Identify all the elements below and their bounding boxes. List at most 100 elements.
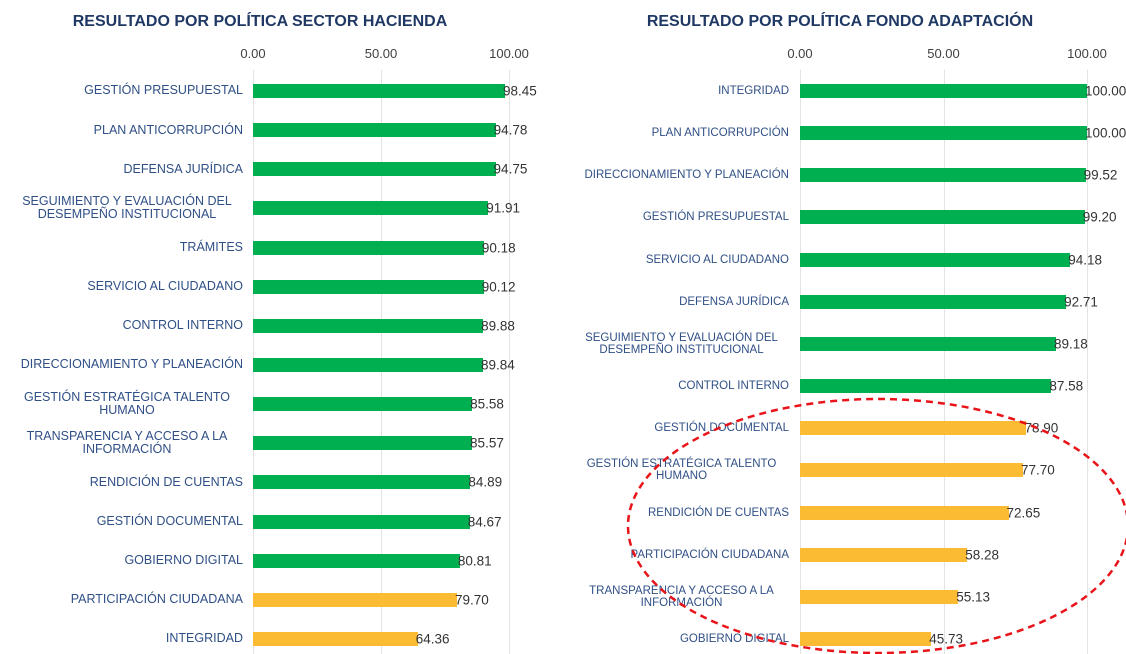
bar [253,162,496,177]
bar [253,279,484,294]
chart-title: RESULTADO POR POLÍTICA FONDO ADAPTACIÓN [646,13,1034,30]
category-label: GESTIÓN DOCUMENTAL [0,408,789,448]
grid-line [509,70,510,654]
bar [800,632,932,646]
category-label: GOBIERNO DIGITAL [0,619,789,654]
category-label: CONTROL INTERNO [0,306,243,346]
category-label: DEFENSA JURÍDICA [0,149,243,189]
x-tick-label: 0.00 [787,46,813,61]
category-label: DEFENSA JURÍDICA [0,282,789,322]
bar [253,84,506,98]
category-text: GESTIÓN ESTRATÉGICA TALENTO HUMANO [23,390,231,418]
category-label: CONTROL INTERNO [0,366,789,406]
category-text: RENDICIÓN DE CUENTAS [648,506,789,519]
value-label: 85.58 [470,396,504,412]
value-label: 92.71 [1064,294,1098,310]
category-label: GESTIÓN ESTRATÉGICA TALENTO HUMANO [0,450,789,490]
value-label: 90.18 [481,240,516,256]
category-label: PARTICIPACIÓN CIUDADANA [0,535,789,575]
category-text: CONTROL INTERNO [678,380,789,393]
category-text: SERVICIO AL CIUDADANO [645,253,789,266]
category-text: TRÁMITES [179,240,243,254]
category-label: PARTICIPACIÓN CIUDADANA [0,580,243,620]
value-label: 64.36 [415,631,450,647]
category-text: DEFENSA JURÍDICA [679,295,789,308]
category-label: RENDICIÓN DE CUENTAS [0,493,789,533]
bar [253,553,460,568]
bar [800,252,1071,267]
category-text: GOBIERNO DIGITAL [679,632,789,645]
bar [800,126,1087,141]
bar [253,201,489,216]
category-label: TRANSPARENCIA Y ACCESO A LA INFORMACIÓN [0,577,789,617]
category-label: PLAN ANTICORRUPCIÓN [0,110,243,150]
value-label: 94.78 [493,122,528,138]
value-label: 99.52 [1083,167,1118,183]
value-label: 94.75 [493,161,528,177]
bar [253,632,418,646]
category-text: DIRECCIONAMIENTO Y PLANEACIÓN [584,169,790,182]
value-label: 84.67 [467,514,502,530]
x-tick-label: 100.00 [1067,46,1107,61]
x-tick-label: 0.00 [240,46,266,61]
category-label: SERVICIO AL CIUDADANO [0,267,243,307]
value-label: 91.91 [486,200,521,216]
category-label: SEGUIMIENTO Y EVALUACIÓN DEL DESEMPEÑO I… [0,188,243,228]
category-text: GESTIÓN PRESUPUESTAL [84,83,243,98]
value-label: 72.65 [1006,505,1041,521]
bar [800,336,1056,351]
value-label: 100.00 [1085,83,1126,99]
bar [253,240,484,255]
bar [800,547,968,562]
category-text: GOBIERNO DIGITAL [124,553,243,568]
x-tick-label: 50.00 [364,46,398,61]
value-label: 58.28 [965,547,1000,563]
category-label: GESTIÓN PRESUPUESTAL [0,71,243,111]
category-text: PARTICIPACIÓN CIUDADANA [70,592,243,607]
value-label: 85.57 [470,435,504,451]
value-label: 89.84 [480,357,515,373]
bar [253,475,471,490]
category-text: GESTIÓN DOCUMENTAL [96,514,243,528]
value-label: 45.73 [929,631,964,647]
bar [800,168,1086,183]
x-tick-label: 100.00 [489,46,529,61]
category-text: SERVICIO AL CIUDADANO [87,279,243,294]
value-label: 87.58 [1049,378,1084,394]
category-label: SEGUIMIENTO Y EVALUACIÓN DEL DESEMPEÑO I… [0,324,789,364]
bar [800,463,1023,478]
value-label: 79.70 [455,592,489,608]
category-text: PLAN ANTICORRUPCIÓN [93,122,243,137]
bar [253,358,483,372]
category-label: RENDICIÓN DE CUENTAS [0,462,243,502]
category-label: TRÁMITES [0,228,243,268]
category-label: SERVICIO AL CIUDADANO [0,240,789,280]
bar [800,379,1052,394]
category-label: TRANSPARENCIA Y ACCESO A LA INFORMACIÓN [0,423,243,463]
category-text: PARTICIPACIÓN CIUDADANA [630,548,789,561]
category-text: TRANSPARENCIA Y ACCESO A LA INFORMACIÓN [589,584,774,609]
value-label: 94.18 [1068,252,1103,268]
bar [253,436,473,451]
value-label: 80.81 [457,553,492,569]
value-label: 84.89 [468,474,503,490]
category-label: GESTIÓN ESTRATÉGICA TALENTO HUMANO [0,384,243,424]
x-tick-label: 50.00 [927,46,960,61]
category-text: INTEGRIDAD [165,631,243,646]
bar [253,318,484,333]
category-text: SEGUIMIENTO Y EVALUACIÓN DEL DESEMPEÑO I… [22,194,232,222]
category-text: GESTIÓN ESTRATÉGICA TALENTO HUMANO [586,458,777,483]
value-label: 90.12 [481,279,516,295]
category-text: GESTIÓN DOCUMENTAL [654,422,789,435]
bar [253,514,470,529]
value-label: 98.45 [503,83,537,99]
bar [800,589,959,604]
category-text: SEGUIMIENTO Y EVALUACIÓN DEL DESEMPEÑO I… [585,331,778,356]
category-text: INTEGRIDAD [718,84,789,97]
grid-line [800,70,801,654]
category-label: GESTIÓN DOCUMENTAL [0,502,243,542]
value-label: 99.20 [1082,209,1117,225]
value-label: 78.90 [1024,420,1059,436]
value-label: 55.13 [956,589,991,605]
